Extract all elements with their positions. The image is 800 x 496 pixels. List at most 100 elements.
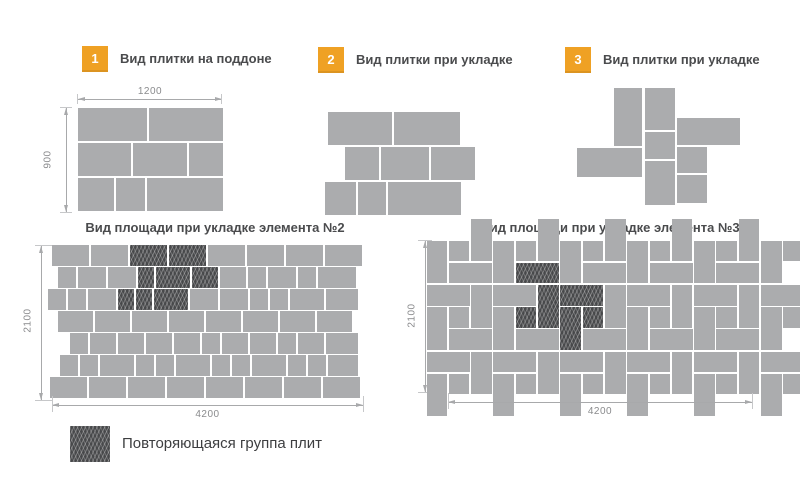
tile: [60, 355, 78, 376]
tile: [89, 377, 126, 398]
tile: [694, 351, 738, 373]
tile: [149, 108, 223, 141]
tile: [677, 147, 707, 173]
tile: [345, 147, 379, 180]
tile: [70, 333, 88, 354]
tile: [671, 351, 693, 395]
tile: [577, 148, 642, 177]
tile: [95, 311, 130, 332]
tile: [317, 311, 352, 332]
field-2-width-witness-left: [52, 396, 53, 412]
tile: [328, 355, 358, 376]
tile: [190, 289, 218, 310]
tile: [471, 351, 492, 395]
tile: [78, 178, 114, 211]
pallet-width-witness-left: [77, 94, 78, 104]
tile: [91, 245, 128, 266]
tile: [604, 285, 626, 328]
tile: [426, 307, 448, 350]
tile: [627, 240, 648, 284]
tile: [627, 285, 671, 306]
tile: [493, 351, 537, 373]
pallet-height-witness-top: [60, 107, 72, 108]
tile-dark: [560, 285, 604, 306]
tile: [202, 333, 220, 354]
tile: [388, 182, 461, 215]
tile: [298, 267, 316, 288]
tile: [118, 333, 144, 354]
tile: [116, 178, 145, 211]
tile: [100, 355, 134, 376]
tile: [252, 355, 286, 376]
tile: [431, 147, 475, 180]
field-3-height-witness-top: [418, 240, 432, 241]
pallet-width-witness-right: [221, 94, 222, 104]
field-2-height-witness-bottom: [35, 400, 52, 401]
tile-dark: [118, 289, 134, 310]
tile: [426, 285, 470, 306]
tile: [716, 373, 738, 395]
legend-label: Повторяющаяся группа плит: [122, 435, 322, 452]
step-2-label: Вид плитки при укладке: [356, 52, 513, 67]
tile: [147, 178, 223, 211]
field-2-height-witness-top: [35, 245, 52, 246]
tile-dark: [130, 245, 167, 266]
repeating-group-swatch: [70, 426, 110, 462]
tile: [649, 240, 671, 262]
tile: [156, 355, 174, 376]
tile: [716, 262, 760, 284]
tile: [280, 311, 315, 332]
tile: [381, 147, 429, 180]
tile: [560, 373, 581, 417]
tile: [671, 285, 693, 328]
tile: [627, 373, 648, 417]
tile: [232, 355, 250, 376]
tile: [212, 355, 230, 376]
tile: [167, 377, 204, 398]
tile: [582, 373, 604, 395]
tile-dark: [169, 245, 206, 266]
tile: [286, 245, 323, 266]
tile: [448, 240, 470, 262]
tile: [627, 351, 671, 373]
tile: [426, 373, 448, 417]
tile-dark: [515, 262, 559, 284]
tile: [394, 112, 460, 145]
field-3-width-witness-left: [448, 393, 449, 409]
field-2-title: Вид площади при укладке элемента №2: [85, 220, 345, 235]
tile: [448, 307, 470, 328]
tile: [146, 333, 172, 354]
field-2-width-dim-label: 4200: [195, 409, 220, 420]
tile: [58, 311, 93, 332]
tile: [222, 333, 248, 354]
field-2-height-dim-label: 2100: [22, 308, 34, 333]
pallet-width-dim-label: 1200: [137, 86, 163, 97]
tile: [761, 351, 800, 373]
tile: [582, 240, 604, 262]
tile: [220, 267, 246, 288]
tile: [108, 267, 136, 288]
tile: [206, 377, 243, 398]
pallet-height-dim-line: [64, 108, 68, 212]
tile-dark: [136, 289, 152, 310]
tile: [208, 245, 245, 266]
tile-dark: [515, 307, 537, 328]
tile: [493, 285, 537, 306]
laying-pattern-2: [325, 112, 485, 217]
tile: [761, 307, 782, 350]
tile: [515, 373, 537, 395]
tile: [515, 329, 559, 350]
pallet-height-witness-bottom: [60, 212, 72, 213]
step-2-badge: 2: [318, 47, 344, 73]
tile: [738, 218, 760, 262]
tile: [649, 307, 671, 328]
tile: [284, 377, 321, 398]
tile: [78, 108, 147, 141]
field-3-tile-area: [426, 218, 800, 417]
tile: [448, 329, 492, 350]
tile: [290, 289, 324, 310]
tile: [538, 351, 559, 395]
tile: [493, 373, 515, 417]
tile: [48, 289, 66, 310]
